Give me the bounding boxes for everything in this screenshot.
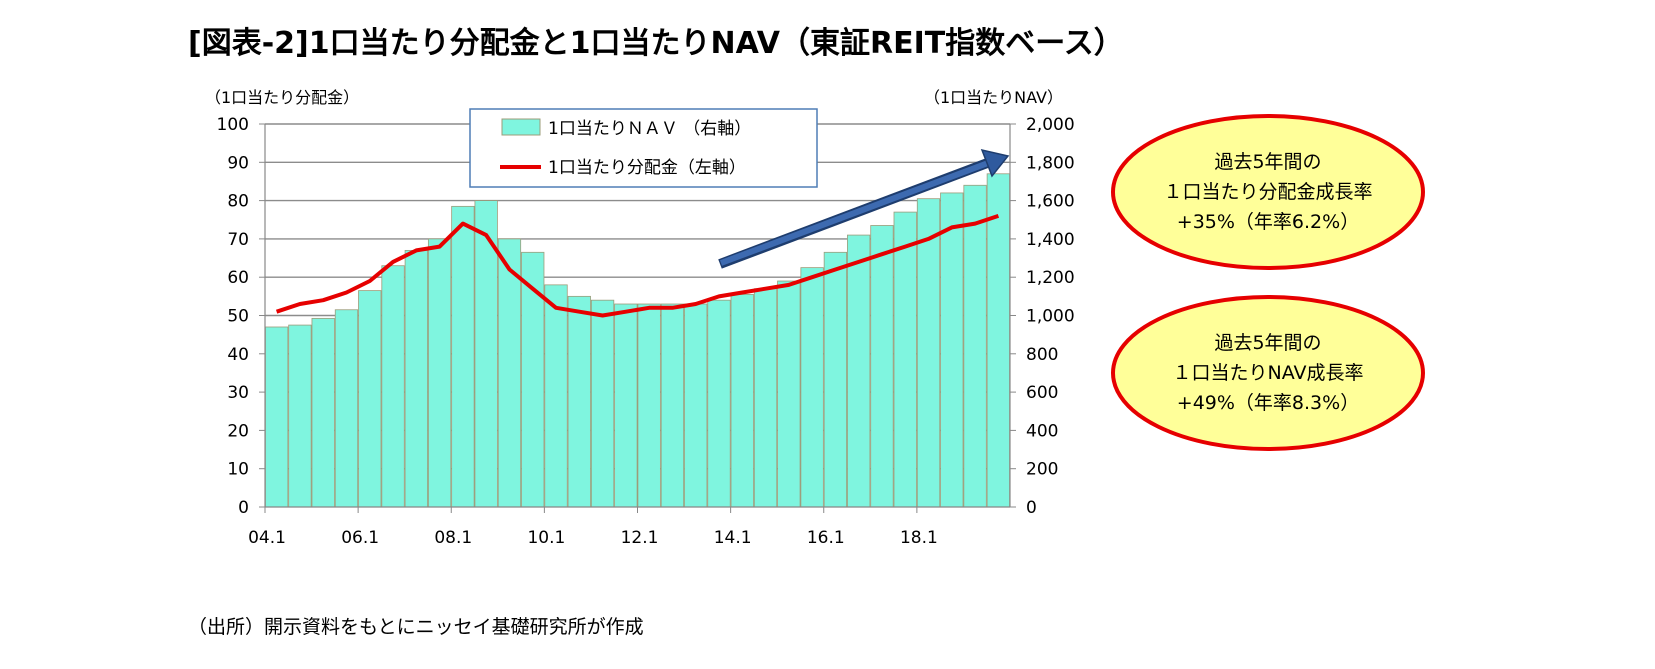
nav-bar [288,324,312,508]
left-tick-label: 60 [227,268,249,288]
x-tick-label: 08.1 [434,528,472,548]
nav-bar [544,284,568,508]
nav-bar [940,192,964,508]
nav-bar [497,238,522,508]
right-tick-label: 1,800 [1026,153,1075,173]
nav-bar [451,205,475,508]
nav-bar [590,299,615,508]
right-tick-label: 800 [1026,345,1058,365]
nav-bar [334,309,359,508]
x-tick-label: 14.1 [714,528,752,548]
x-tick-label: 06.1 [341,528,379,548]
legend-swatch-nav [501,118,541,136]
right-axis-title: （1口当たりNAV） [924,88,1063,107]
annotation-line1: 過去5年間の [1214,151,1321,173]
right-tick-label: 600 [1026,383,1058,403]
nav-bar [637,303,661,508]
nav-bar [684,303,708,508]
right-tick-label: 1,000 [1026,307,1075,327]
left-tick-label: 50 [227,307,249,327]
trend-arrow [719,160,990,266]
nav-bar [404,249,428,508]
x-tick-label: 10.1 [527,528,565,548]
nav-bar [358,290,382,508]
left-tick-label: 0 [238,498,249,518]
left-tick-label: 10 [227,460,249,480]
right-tick-label: 200 [1026,460,1058,480]
nav-bar [777,280,801,508]
right-tick-label: 400 [1026,421,1058,441]
nav-bar [963,184,987,508]
left-axis-title: （1口当たり分配金） [205,88,359,107]
right-tick-label: 1,200 [1026,268,1075,288]
nav-bar [893,211,917,508]
nav-bar [870,225,894,508]
distribution-line [275,214,1000,318]
annotation-line1: 過去5年間の [1214,332,1321,354]
annotation-ellipse [1111,114,1425,270]
nav-bar [427,238,452,508]
annotation-line3: +35%（年率6.2%） [1177,211,1359,233]
annotation-line2: １口当たりNAV成長率 [1173,362,1364,384]
nav-bar [916,198,941,508]
left-tick-label: 80 [227,192,249,212]
legend-label-distribution: 1口当たり分配金（左軸） [548,158,746,178]
left-tick-label: 20 [227,421,249,441]
x-tick-label: 18.1 [900,528,938,548]
left-tick-label: 30 [227,383,249,403]
nav-bar [730,294,754,508]
nav-bar [660,303,685,508]
nav-bar [847,234,871,508]
nav-bar [800,267,824,508]
nav-bar [264,326,289,508]
right-tick-label: 1,400 [1026,230,1075,250]
annotation-ellipse [1111,295,1425,451]
source-note: （出所）開示資料をもとにニッセイ基礎研究所が作成 [188,616,644,638]
annotation-line2: １口当たり分配金成長率 [1163,181,1372,203]
left-tick-label: 70 [227,230,249,250]
right-tick-label: 1,600 [1026,192,1075,212]
left-tick-label: 90 [227,153,249,173]
annotation-line3: +49%（年率8.3%） [1177,392,1359,414]
nav-bar [381,265,405,508]
nav-bar [753,288,778,508]
trend-arrow-head [980,148,1010,178]
nav-bar [567,295,591,508]
nav-bar [614,303,638,508]
right-tick-label: 2,000 [1026,115,1075,135]
x-tick-label: 04.1 [248,528,286,548]
left-tick-label: 40 [227,345,249,365]
right-tick-label: 0 [1026,498,1037,518]
x-tick-label: 12.1 [621,528,659,548]
left-tick-label: 100 [217,115,249,135]
nav-bar [707,299,731,508]
chart-title: [図表-2]1口当たり分配金と1口当たりNAV（東証REIT指数ベース） [188,26,1124,61]
nav-bar [311,317,335,508]
x-tick-label: 16.1 [807,528,845,548]
nav-bar [986,173,1011,508]
nav-bar [823,251,848,508]
legend-label-nav: 1口当たりＮＡＶ （右軸） [548,119,751,139]
